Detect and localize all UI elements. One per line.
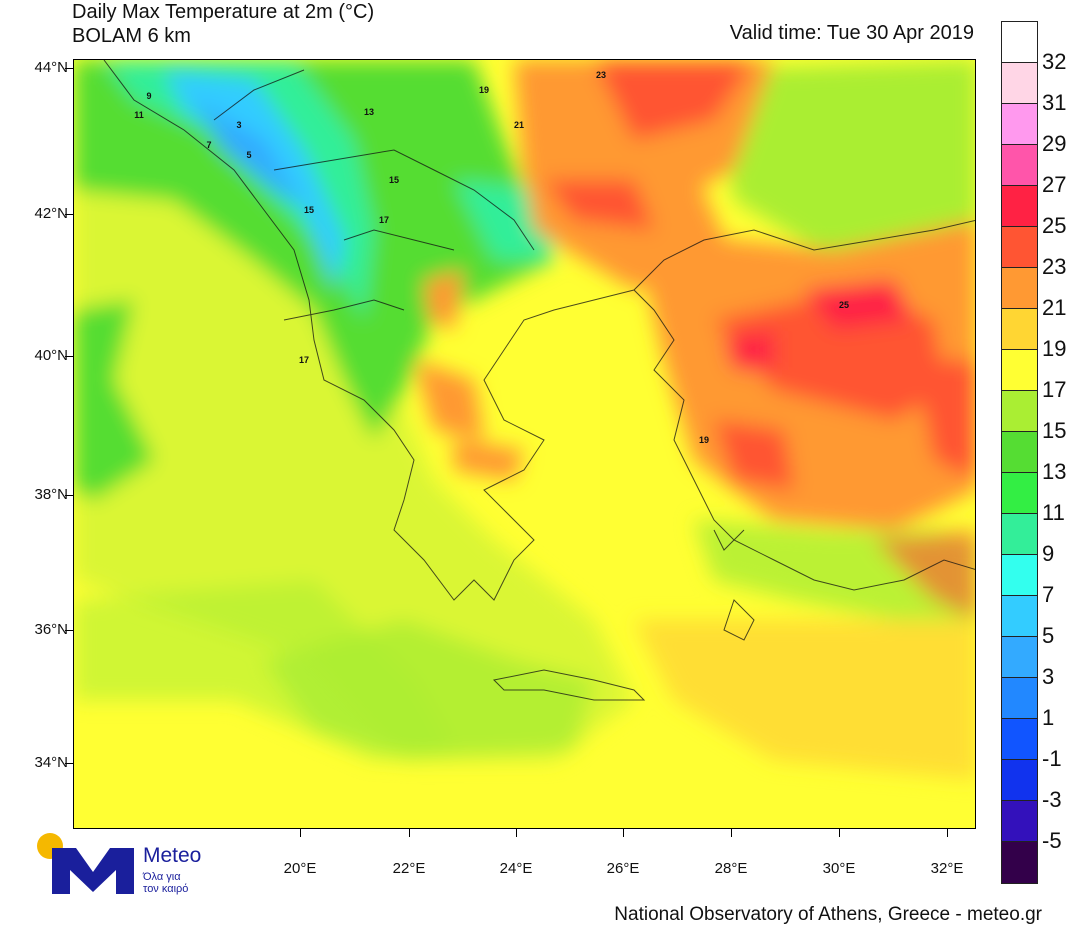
legend-label: 15: [1042, 418, 1067, 443]
temperature-map: 9 11 3 5 7 13 15 17 19 21 23 25 15 17 19: [73, 59, 976, 829]
tick: [300, 829, 301, 837]
lon-label-28: 28°E: [714, 860, 748, 877]
tick: [947, 829, 948, 837]
tick: [65, 68, 73, 69]
legend-label: 9: [1042, 541, 1055, 566]
legend-label: 27: [1042, 172, 1067, 197]
lat-label-38: 38°N: [34, 486, 68, 503]
map-value-label: 21: [513, 120, 525, 130]
legend-swatch: [1002, 473, 1037, 514]
legend-swatch: [1002, 186, 1037, 227]
legend-swatch: [1002, 22, 1037, 63]
logo-tagline-2: τον καιρό: [143, 883, 189, 895]
legend-label: -3: [1042, 787, 1062, 812]
legend-swatch: [1002, 719, 1037, 760]
meteo-logo-icon: [37, 833, 134, 894]
logo-name: Meteo: [143, 844, 202, 867]
map-value-label: 25: [838, 300, 850, 310]
map-value-label: 15: [388, 175, 400, 185]
lat-label-42: 42°N: [34, 205, 68, 222]
legend-swatch: [1002, 309, 1037, 350]
legend-swatch: [1002, 760, 1037, 801]
legend-label: 23: [1042, 254, 1067, 279]
tick: [65, 763, 73, 764]
map-title: Daily Max Temperature at 2m (°C) BOLAM 6…: [72, 0, 374, 48]
legend-label: -5: [1042, 828, 1062, 853]
map-value-label: 7: [206, 140, 212, 150]
map-value-label: 11: [134, 110, 144, 120]
lat-label-36: 36°N: [34, 621, 68, 638]
legend-swatch: [1002, 678, 1037, 719]
tick: [65, 630, 73, 631]
footer-credit: National Observatory of Athens, Greece -…: [614, 904, 1042, 925]
tick: [516, 829, 517, 837]
legend-swatch: [1002, 63, 1037, 104]
legend-label: 3: [1042, 664, 1055, 689]
legend-swatch: [1002, 596, 1037, 637]
map-value-label: 3: [236, 120, 242, 130]
legend-label: 7: [1042, 582, 1055, 607]
lat-label-44: 44°N: [34, 59, 68, 76]
lon-label-32: 32°E: [930, 860, 964, 877]
tick: [731, 829, 732, 837]
tick: [409, 829, 410, 837]
legend-label: 19: [1042, 336, 1067, 361]
lat-label-34: 34°N: [34, 754, 68, 771]
valid-time: Valid time: Tue 30 Apr 2019: [729, 22, 974, 44]
map-value-label: 19: [698, 435, 710, 445]
lat-label-40: 40°N: [34, 347, 68, 364]
legend-swatch: [1002, 555, 1037, 596]
map-value-label: 5: [246, 150, 252, 160]
lon-label-26: 26°E: [606, 860, 640, 877]
map-value-label: 19: [478, 85, 490, 95]
lon-label-20: 20°E: [283, 860, 317, 877]
title-line-1: Daily Max Temperature at 2m (°C): [72, 1, 375, 23]
legend-label: 31: [1042, 90, 1067, 115]
tick: [65, 495, 73, 496]
map-value-label: 15: [303, 205, 315, 215]
lon-label-24: 24°E: [499, 860, 533, 877]
legend-label: 1: [1042, 705, 1055, 730]
legend-label: 13: [1042, 459, 1067, 484]
map-value-label: 23: [595, 70, 607, 80]
tick: [65, 214, 73, 215]
legend-swatch: [1002, 391, 1037, 432]
color-legend: [1001, 21, 1038, 884]
legend-label: 32: [1042, 49, 1067, 74]
legend-swatch: [1002, 145, 1037, 186]
logo-tagline: Όλα για τον καιρό: [143, 871, 188, 895]
legend-label: 25: [1042, 213, 1067, 238]
map-value-label: 17: [298, 355, 310, 365]
legend-label: 11: [1042, 500, 1065, 525]
lon-label-30: 30°E: [822, 860, 856, 877]
legend-label: 21: [1042, 295, 1067, 320]
legend-swatch: [1002, 432, 1037, 473]
legend-label: 17: [1042, 377, 1067, 402]
map-value-label: 13: [363, 107, 375, 117]
lon-label-22: 22°E: [392, 860, 426, 877]
title-line-2: BOLAM 6 km: [72, 25, 191, 47]
legend-swatch: [1002, 350, 1037, 391]
legend-swatch: [1002, 268, 1037, 309]
legend-swatch: [1002, 637, 1037, 678]
meteo-logo: [36, 830, 216, 900]
tick: [65, 356, 73, 357]
legend-label: 29: [1042, 131, 1067, 156]
legend-swatch: [1002, 104, 1037, 145]
legend-swatch: [1002, 801, 1037, 842]
temperature-field: [74, 60, 975, 828]
legend-swatch: [1002, 842, 1037, 883]
map-value-label: 17: [378, 215, 390, 225]
legend-label: -1: [1042, 746, 1062, 771]
legend-label: 5: [1042, 623, 1055, 648]
tick: [623, 829, 624, 837]
logo-tagline-1: Όλα για: [143, 871, 181, 883]
legend-swatch: [1002, 514, 1037, 555]
legend-swatch: [1002, 227, 1037, 268]
map-value-label: 9: [146, 91, 152, 101]
tick: [839, 829, 840, 837]
